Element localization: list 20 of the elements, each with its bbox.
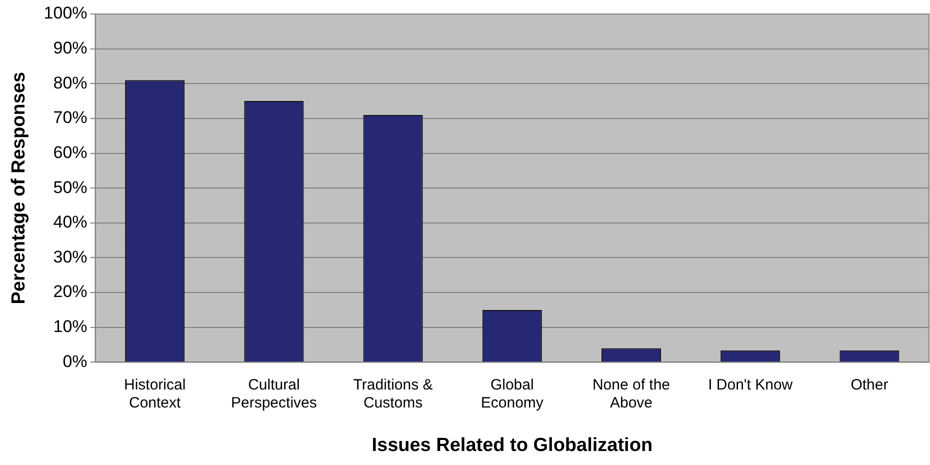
y-tick-label: 50% bbox=[53, 178, 88, 197]
y-tick-label: 10% bbox=[53, 317, 88, 336]
y-axis-title: Percentage of Responses bbox=[8, 72, 30, 304]
x-tick-label: Cultural Perspectives bbox=[230, 376, 317, 412]
y-tick-label: 90% bbox=[53, 38, 88, 58]
x-axis-title: Issues Related to Globalization bbox=[372, 434, 653, 456]
y-tick-label: 40% bbox=[53, 212, 88, 232]
y-tick-label: 100% bbox=[44, 4, 88, 23]
x-tick-label: Traditions & Customs bbox=[353, 376, 433, 412]
y-tick-label: 30% bbox=[53, 247, 88, 266]
x-tick-label: I Don't Know bbox=[708, 376, 793, 394]
y-tick-label: 20% bbox=[53, 282, 88, 302]
y-tick-label: 70% bbox=[53, 108, 88, 128]
x-tick-label: Global Economy bbox=[480, 376, 544, 412]
y-tick-label: 60% bbox=[53, 142, 88, 162]
x-tick-label: Historical Context bbox=[124, 376, 186, 412]
y-tick-label: 80% bbox=[53, 73, 88, 92]
x-tick-label: Other bbox=[850, 376, 888, 394]
x-tick-label: None of the Above bbox=[592, 376, 670, 412]
y-tick-label: 0% bbox=[62, 352, 88, 371]
